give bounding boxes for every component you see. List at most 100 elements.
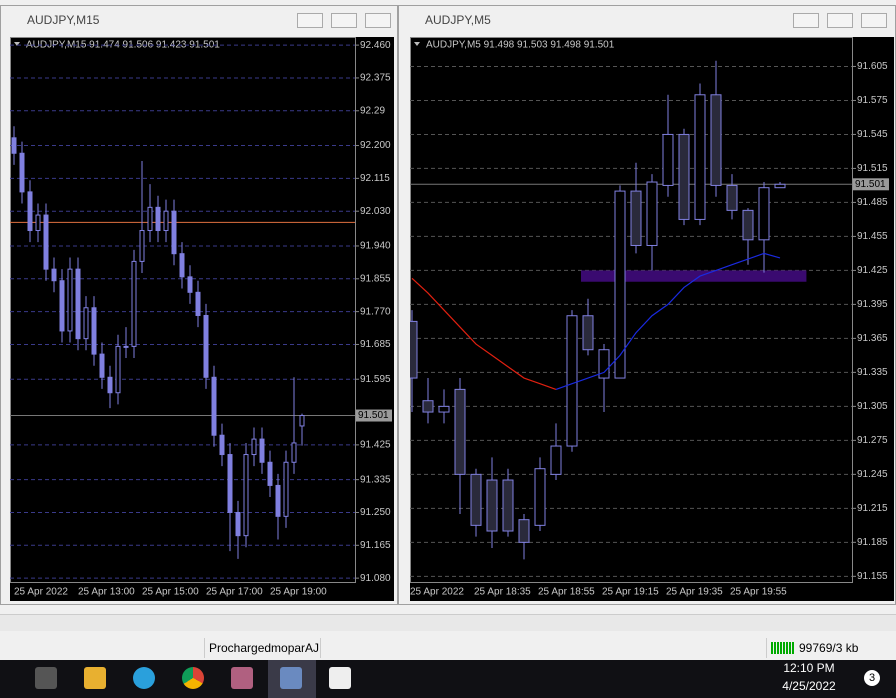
price-label: 91.501 (855, 179, 886, 190)
candle-body (219, 434, 225, 456)
y-tick-label: 91.335 (360, 474, 391, 485)
minimize-button[interactable] (793, 13, 819, 28)
y-tick-label: 91.575 (857, 95, 888, 106)
y-tick-label: 91.165 (360, 540, 391, 551)
app-icon[interactable] (231, 667, 253, 689)
candle-body (155, 206, 161, 232)
y-tick-label: 91.770 (360, 306, 391, 317)
candle-body (614, 190, 626, 379)
x-tick-label: 25 Apr 17:00 (206, 587, 263, 598)
y-tick-label: 91.395 (857, 299, 888, 310)
y-tick-label: 92.460 (360, 40, 391, 51)
candle-body (410, 320, 418, 379)
candle-body (59, 280, 65, 332)
plot-border (10, 37, 356, 583)
candle-body (131, 260, 137, 347)
close-button[interactable] (861, 13, 887, 28)
notes-icon[interactable] (329, 667, 351, 689)
candle-body (251, 438, 257, 456)
y-tick-label: 91.155 (857, 571, 888, 582)
moving-average (555, 252, 781, 390)
minimize-button[interactable] (297, 13, 323, 28)
candle-body (662, 133, 674, 186)
moving-average (411, 277, 557, 390)
clock[interactable]: 12:10 PM 4/25/2022 (774, 661, 844, 693)
candle-body (422, 400, 434, 413)
notification-badge[interactable]: 3 (864, 670, 880, 686)
candle-body (566, 315, 578, 447)
candle-body (518, 519, 530, 543)
candle-body (502, 479, 514, 532)
y-tick-label: 91.275 (857, 435, 888, 446)
candle-body (742, 209, 754, 241)
maximize-button[interactable] (331, 13, 357, 28)
candle-body (283, 461, 289, 517)
y-tick-label: 91.425 (857, 265, 888, 276)
y-tick-label: 91.335 (857, 367, 888, 378)
candle-body (582, 315, 594, 351)
close-button[interactable] (365, 13, 391, 28)
price-label: 91.501 (358, 410, 389, 421)
candle-body (486, 479, 498, 532)
candle-body (51, 268, 57, 282)
candle-body (67, 268, 73, 332)
y-tick-label: 91.080 (360, 573, 391, 584)
chrome-icon[interactable] (182, 667, 204, 689)
y-tick-label: 91.605 (857, 61, 888, 72)
candle-body (678, 133, 690, 220)
date: 4/25/2022 (782, 679, 836, 693)
candle-body (83, 307, 89, 340)
candle-body (235, 511, 241, 537)
x-tick-label: 25 Apr 19:15 (602, 587, 659, 598)
y-tick-label: 91.425 (360, 440, 391, 451)
candle-body (438, 405, 450, 413)
y-tick-label: 91.305 (857, 401, 888, 412)
x-tick-label: 25 Apr 15:00 (142, 587, 199, 598)
candle-body (35, 214, 41, 232)
y-tick-label: 91.215 (857, 503, 888, 514)
menu-arrow (414, 42, 420, 46)
candle-body (275, 484, 281, 517)
candle-body (99, 353, 105, 378)
calculator-icon[interactable] (35, 667, 57, 689)
price-tag (356, 409, 392, 422)
x-tick-label: 25 Apr 19:35 (666, 587, 723, 598)
x-tick-label: 25 Apr 2022 (14, 587, 68, 598)
candle-body (115, 345, 121, 394)
y-tick-label: 91.515 (857, 163, 888, 174)
candle-body (291, 442, 297, 463)
candle-body (163, 210, 169, 232)
y-tick-label: 91.685 (360, 339, 391, 350)
candle-body (646, 181, 658, 246)
candle-body (267, 461, 273, 486)
candle-body (123, 345, 129, 348)
y-tick-label: 92.375 (360, 73, 391, 84)
y-tick-label: 91.185 (857, 537, 888, 548)
candle-body (195, 291, 201, 316)
telegram-icon[interactable] (133, 667, 155, 689)
explorer-icon[interactable] (84, 667, 106, 689)
candle-body (630, 190, 642, 246)
y-tick-label: 91.250 (360, 507, 391, 518)
candle-body (726, 184, 738, 211)
scrollbar[interactable] (0, 614, 896, 631)
x-tick-label: 25 Apr 19:00 (270, 587, 327, 598)
y-tick-label: 91.545 (857, 129, 888, 140)
y-tick-label: 91.485 (857, 197, 888, 208)
plot (10, 126, 355, 559)
window-title: AUDJPY,M15 (27, 13, 100, 27)
plot-border (410, 37, 853, 583)
window-title: AUDJPY,M5 (425, 13, 491, 27)
y-tick-label: 91.595 (360, 374, 391, 385)
mt4-icon[interactable] (280, 667, 302, 689)
status-cell (320, 638, 425, 658)
candle-body (147, 206, 153, 232)
y-tick-label: 92.29 (360, 105, 385, 116)
traffic: 99769/3 kb (766, 638, 896, 658)
candle-body (299, 415, 305, 427)
candle-body (550, 445, 562, 475)
candle-body (534, 468, 546, 526)
maximize-button[interactable] (827, 13, 853, 28)
candle-body (139, 230, 145, 262)
